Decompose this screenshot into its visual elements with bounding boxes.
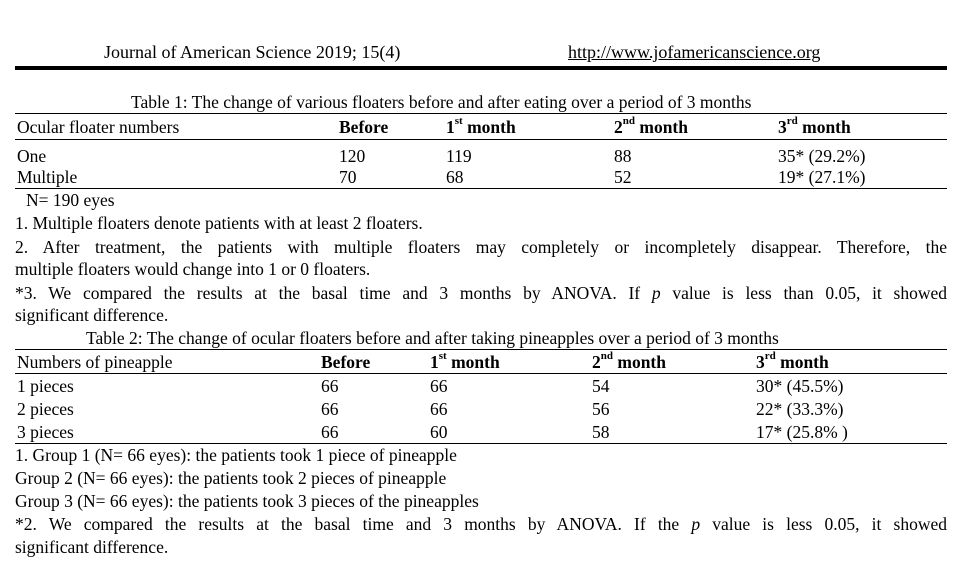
table2-note-group2: Group 2 (N= 66 eyes): the patients took … [15, 468, 447, 488]
table2-header-month3: 3rd month [756, 350, 829, 373]
table2-header-month1: 1st month [430, 350, 500, 373]
table2-row2-label: 2 pieces [17, 399, 74, 419]
table2-row3-month3: 17* (25.8% ) [756, 422, 848, 442]
table1-header-c0: Ocular floater numbers [17, 117, 180, 137]
table2-row3-month2: 58 [592, 422, 610, 442]
table2-row1-month1: 66 [430, 376, 448, 396]
table2-note-2a: *2. We compared the results at the basal… [15, 514, 947, 534]
table1-note-2b: multiple floaters would change into 1 or… [15, 259, 371, 279]
table1-top-rule [15, 113, 947, 114]
table2-header-month2: 2nd month [592, 350, 666, 373]
journal-url-link[interactable]: http://www.jofamericanscience.org [568, 42, 821, 62]
table1-row1-before: 120 [339, 146, 366, 166]
table1-row2-month1: 68 [446, 167, 464, 187]
table2-bottom-rule [15, 443, 947, 444]
table1-bottom-rule [15, 188, 947, 189]
table2-row3-label: 3 pieces [17, 422, 74, 442]
table1-row2-month2: 52 [614, 167, 632, 187]
table1-note-3a: *3. We compared the results at the basal… [15, 283, 948, 303]
table1-header-before: Before [339, 117, 389, 137]
table1-row2-month3: 19* (27.1%) [778, 167, 866, 187]
table2-note-group1: 1. Group 1 (N= 66 eyes): the patients to… [15, 445, 457, 465]
table2-header-before: Before [321, 352, 371, 372]
table1-row1-month2: 88 [614, 146, 632, 166]
table2-row2-month2: 56 [592, 399, 610, 419]
table2-header-rule [15, 373, 947, 374]
table2-caption: Table 2: The change of ocular floaters b… [86, 328, 779, 348]
table2-top-rule [15, 349, 947, 350]
table1-header-month1: 1st month [446, 115, 516, 138]
table2-note-2b: significant difference. [15, 537, 169, 557]
table1-header-rule [15, 139, 947, 140]
table2-header-c0: Numbers of pineapple [17, 352, 173, 372]
table2-row3-before: 66 [321, 422, 339, 442]
table1-caption: Table 1: The change of various floaters … [131, 92, 752, 112]
table1-note-3b: significant difference. [15, 305, 169, 325]
table2-row1-label: 1 pieces [17, 376, 74, 396]
table2-row1-month2: 54 [592, 376, 610, 396]
table1-header-month3: 3rd month [778, 115, 851, 138]
table1-row2-before: 70 [339, 167, 357, 187]
table1-note-1: 1. Multiple floaters denote patients wit… [15, 213, 423, 233]
table2-row3-month1: 60 [430, 422, 448, 442]
table2-row2-before: 66 [321, 399, 339, 419]
header-rule [15, 66, 947, 70]
table2-row2-month3: 22* (33.3%) [756, 399, 844, 419]
table2-row1-month3: 30* (45.5%) [756, 376, 844, 396]
journal-title: Journal of American Science 2019; 15(4) [104, 42, 401, 62]
table1-note-2a: 2. After treatment, the patients with mu… [15, 237, 947, 257]
table1-row2-label: Multiple [17, 167, 78, 187]
table2-row2-month1: 66 [430, 399, 448, 419]
table2-note-group3: Group 3 (N= 66 eyes): the patients took … [15, 491, 479, 511]
table2-row1-before: 66 [321, 376, 339, 396]
table1-row1-label: One [17, 146, 47, 166]
table1-row1-month1: 119 [446, 146, 472, 166]
table1-row1-month3: 35* (29.2%) [778, 146, 866, 166]
table1-note-n: N= 190 eyes [26, 190, 115, 210]
table1-header-month2: 2nd month [614, 115, 688, 138]
